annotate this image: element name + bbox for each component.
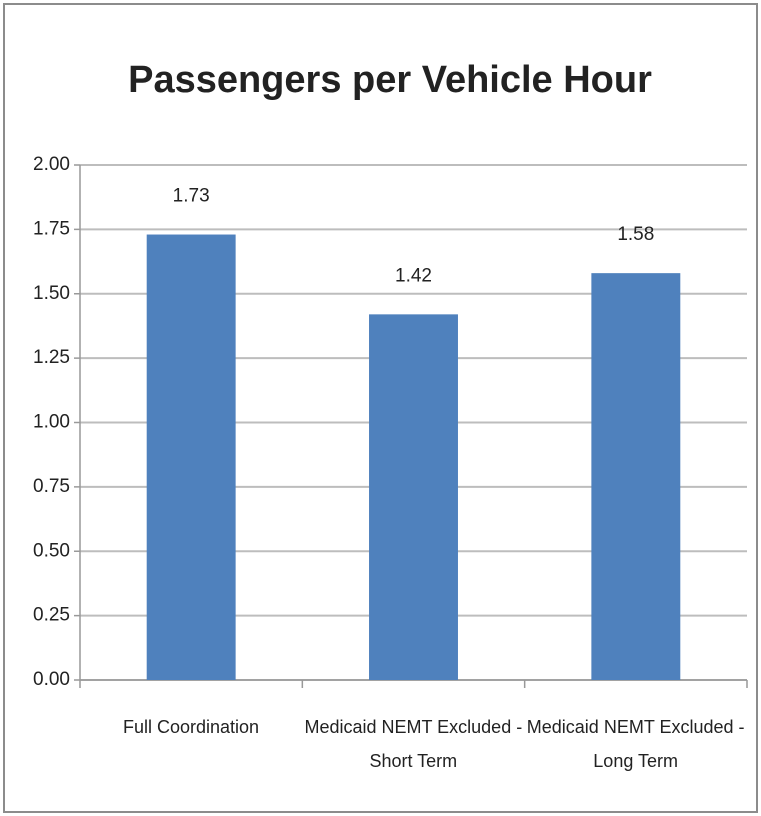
bar	[146, 234, 236, 680]
x-tick-label: Medicaid NEMT Excluded - Short Term	[304, 717, 523, 771]
y-tick-label: 0.00	[33, 669, 70, 690]
bar	[369, 314, 458, 680]
x-tick-label: Full Coordination	[122, 717, 260, 737]
y-tick-label: 0.25	[33, 605, 70, 626]
bar	[591, 273, 681, 680]
y-tick-label: 1.25	[33, 347, 70, 368]
y-tick-label: 0.50	[33, 540, 70, 561]
chart-title: Passengers per Vehicle Hour	[128, 59, 652, 101]
y-tick-label: 1.50	[33, 283, 70, 304]
x-tick-label: Medicaid NEMT Excluded - Long Term	[526, 717, 745, 771]
data-label: 1.73	[173, 186, 210, 207]
data-label: 1.42	[395, 265, 432, 286]
data-label: 1.58	[617, 224, 654, 245]
y-tick-label: 1.75	[33, 218, 70, 239]
y-tick-label: 2.00	[33, 154, 70, 175]
y-tick-label: 1.00	[33, 412, 70, 433]
y-tick-label: 0.75	[33, 476, 70, 497]
